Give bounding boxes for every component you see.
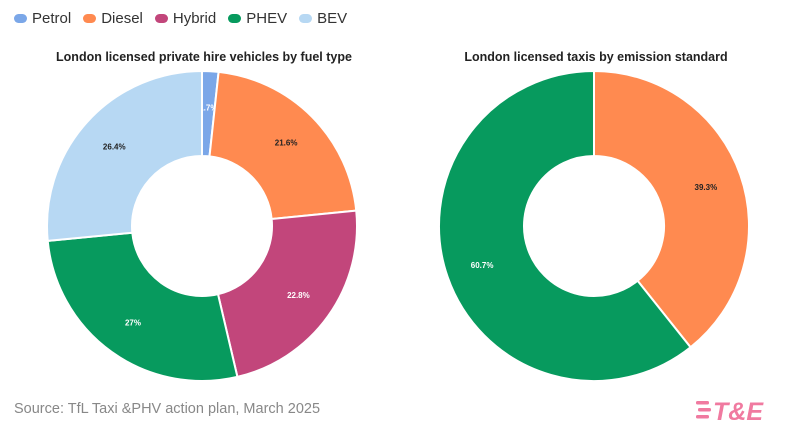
data-label-phv-petrol: 1.7%	[199, 104, 217, 113]
legend-swatch-diesel	[83, 14, 97, 23]
chart-title-phv: London licensed private hire vehicles by…	[56, 50, 352, 64]
legend-label-phev: PHEV	[246, 10, 288, 27]
slice-phv-hybrid	[216, 209, 358, 379]
legend-swatch-petrol	[14, 14, 27, 23]
donut-chart-phv: 1.7% 21.6% 22.8% 27% 26.4%	[46, 69, 358, 382]
slice-taxis-diesel	[593, 69, 750, 349]
slice-phv-bev	[46, 69, 203, 242]
slice-phv-phev	[46, 231, 239, 382]
legend-item-diesel: Diesel	[83, 10, 143, 27]
legend-swatch-hybrid	[154, 14, 168, 23]
source-note: Source: TfL Taxi &PHV action plan, March…	[14, 401, 321, 417]
te-logo: T&E	[696, 398, 764, 424]
legend-item-petrol: Petrol	[14, 10, 71, 27]
legend-label-bev: BEV	[317, 10, 348, 27]
data-label-phv-hybrid: 22.8%	[287, 291, 310, 300]
data-label-taxis-diesel: 39.3%	[695, 183, 718, 192]
legend-item-phev: PHEV	[228, 10, 287, 27]
legend-item-hybrid: Hybrid	[154, 10, 217, 27]
slice-taxis-phev	[438, 69, 692, 382]
legend: Petrol Diesel Hybrid PHEV BEV	[14, 10, 347, 27]
data-label-taxis-phev: 60.7%	[471, 261, 494, 270]
legend-label-hybrid: Hybrid	[172, 10, 217, 27]
logo-stripes-icon	[696, 401, 711, 419]
data-label-phv-bev: 26.4%	[103, 142, 126, 151]
data-label-phv-diesel: 21.6%	[275, 139, 298, 148]
legend-item-bev: BEV	[299, 10, 347, 27]
data-label-phv-phev: 27%	[125, 318, 141, 327]
legend-swatch-phev	[228, 14, 242, 23]
legend-label-petrol: Petrol	[32, 10, 72, 27]
logo-text: T&E	[713, 398, 764, 424]
slice-phv-diesel	[208, 70, 358, 221]
legend-swatch-bev	[299, 14, 313, 23]
legend-label-diesel: Diesel	[101, 10, 143, 27]
chart-title-taxis: London licensed taxis by emission standa…	[464, 50, 728, 64]
